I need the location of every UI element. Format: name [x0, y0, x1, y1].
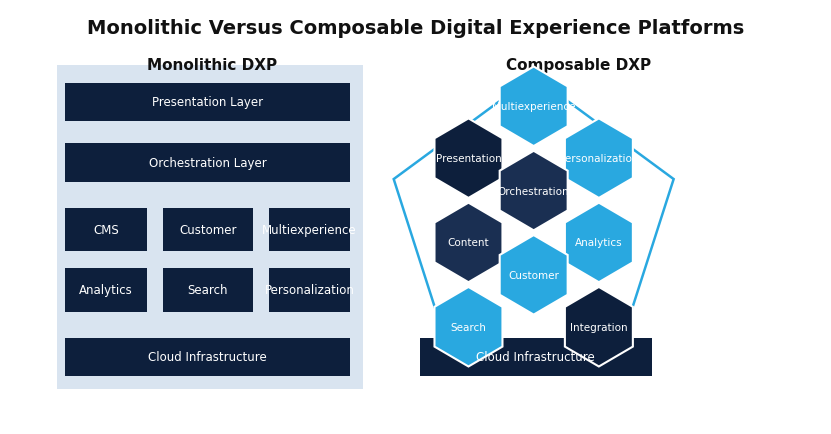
Text: Search: Search: [188, 284, 228, 297]
Text: Analytics: Analytics: [79, 284, 133, 297]
Polygon shape: [565, 119, 633, 198]
Text: Multiexperience: Multiexperience: [263, 224, 356, 237]
Polygon shape: [499, 236, 568, 315]
FancyBboxPatch shape: [163, 208, 253, 251]
Text: Orchestration: Orchestration: [498, 186, 569, 196]
FancyBboxPatch shape: [268, 208, 351, 251]
Text: CMS: CMS: [93, 224, 119, 237]
FancyBboxPatch shape: [268, 269, 351, 312]
Text: Integration: Integration: [570, 322, 627, 332]
Text: Orchestration Layer: Orchestration Layer: [149, 157, 267, 170]
Polygon shape: [435, 119, 503, 198]
FancyBboxPatch shape: [65, 338, 351, 377]
FancyBboxPatch shape: [65, 144, 351, 183]
Text: Cloud Infrastructure: Cloud Infrastructure: [148, 351, 267, 364]
FancyBboxPatch shape: [57, 66, 362, 389]
FancyBboxPatch shape: [65, 208, 146, 251]
Polygon shape: [565, 203, 633, 283]
Polygon shape: [435, 287, 503, 367]
Polygon shape: [435, 203, 503, 283]
FancyBboxPatch shape: [65, 83, 351, 122]
Text: Presentation Layer: Presentation Layer: [152, 96, 263, 109]
Text: Cloud Infrastructure: Cloud Infrastructure: [476, 351, 595, 364]
Polygon shape: [565, 287, 633, 367]
Polygon shape: [499, 151, 568, 231]
Text: Search: Search: [450, 322, 486, 332]
FancyBboxPatch shape: [163, 269, 253, 312]
Text: Monolithic Versus Composable Digital Experience Platforms: Monolithic Versus Composable Digital Exp…: [87, 19, 744, 38]
Text: Content: Content: [448, 238, 489, 248]
Text: Presentation: Presentation: [435, 154, 501, 164]
Text: Multiexperience: Multiexperience: [492, 102, 575, 112]
Text: Customer: Customer: [509, 270, 559, 280]
Polygon shape: [499, 67, 568, 147]
Text: Monolithic DXP: Monolithic DXP: [147, 57, 277, 72]
Text: Analytics: Analytics: [575, 238, 622, 248]
Text: Personalization: Personalization: [559, 154, 639, 164]
Text: Composable DXP: Composable DXP: [506, 57, 651, 72]
FancyBboxPatch shape: [420, 338, 652, 377]
Text: Customer: Customer: [179, 224, 237, 237]
FancyBboxPatch shape: [65, 269, 146, 312]
Text: Personalization: Personalization: [264, 284, 355, 297]
